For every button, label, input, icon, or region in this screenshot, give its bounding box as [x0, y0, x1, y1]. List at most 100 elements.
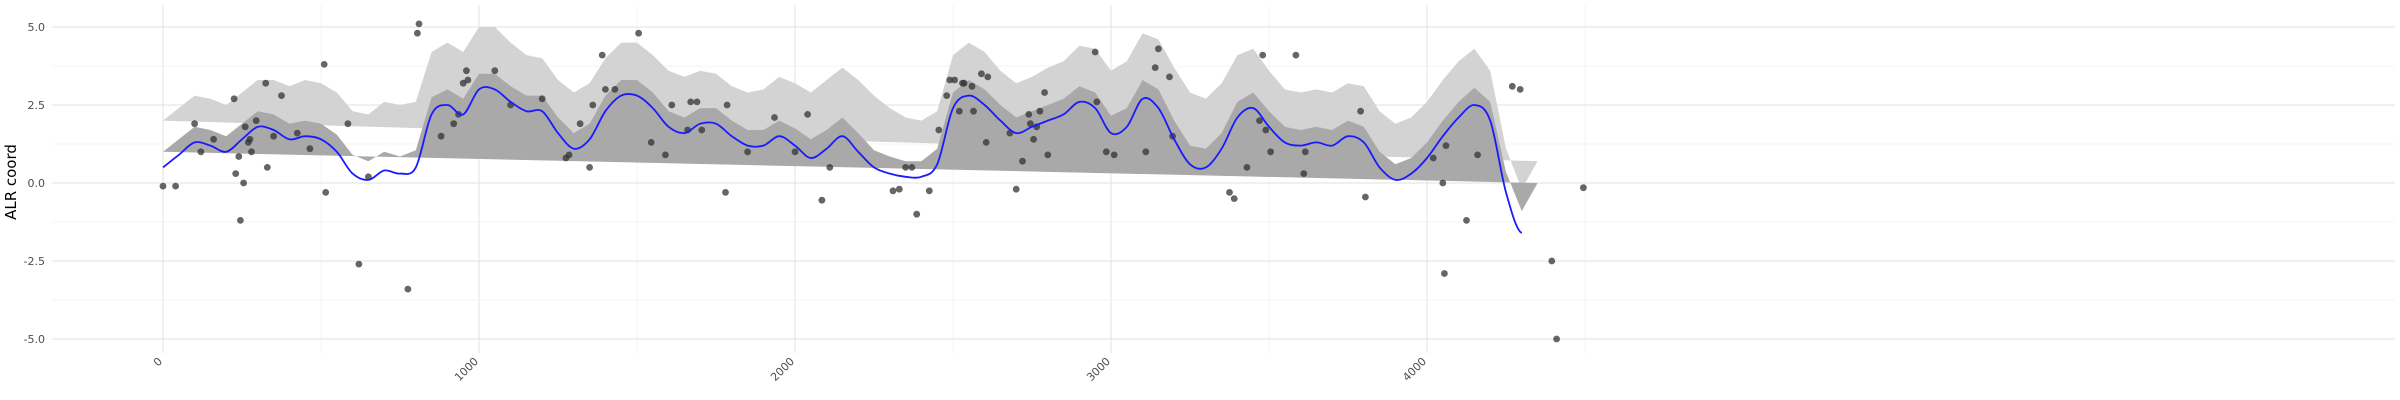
- data-point: [172, 182, 180, 190]
- data-point: [1041, 89, 1048, 96]
- data-point: [1256, 117, 1263, 124]
- y-tick-label: 2.5: [28, 99, 46, 112]
- data-point: [1012, 185, 1020, 193]
- data-point: [263, 164, 271, 171]
- data-point: [235, 153, 243, 160]
- data-point: [262, 79, 270, 87]
- data-point: [1357, 107, 1364, 115]
- data-point: [1267, 148, 1274, 156]
- data-point: [925, 187, 933, 195]
- data-point: [970, 107, 977, 115]
- data-point: [1030, 135, 1037, 143]
- data-point: [698, 126, 706, 134]
- data-point: [322, 189, 330, 196]
- data-point: [1166, 73, 1173, 81]
- data-point: [611, 86, 619, 93]
- data-point: [693, 98, 701, 106]
- data-point: [306, 145, 314, 153]
- data-point: [1474, 151, 1481, 159]
- x-tick-label: 4000: [1400, 355, 1429, 384]
- data-point: [248, 148, 255, 156]
- data-point: [491, 67, 499, 75]
- data-point: [902, 164, 909, 171]
- data-point: [415, 20, 423, 28]
- data-point: [826, 164, 834, 171]
- x-tick-label: 1000: [452, 355, 481, 384]
- data-point: [576, 120, 584, 128]
- data-point: [935, 126, 943, 134]
- data-point: [662, 151, 669, 159]
- data-point: [232, 170, 240, 178]
- data-point: [237, 217, 244, 224]
- data-point: [1441, 270, 1448, 277]
- data-point: [437, 132, 445, 140]
- data-point: [1151, 64, 1159, 71]
- data-point: [744, 148, 751, 156]
- data-point: [210, 135, 218, 143]
- data-point: [635, 29, 642, 37]
- y-tick-label: -2.5: [24, 255, 45, 268]
- data-point: [1036, 107, 1044, 115]
- data-point: [270, 132, 277, 140]
- x-axis-tick-labels: 0 1000 2000 3000 4000: [151, 355, 1429, 384]
- x-tick-label: 2000: [768, 355, 797, 384]
- data-point: [1439, 179, 1447, 187]
- data-point: [1155, 45, 1162, 53]
- data-point: [598, 51, 606, 59]
- data-point: [450, 120, 458, 128]
- data-point: [586, 164, 593, 171]
- data-point: [1226, 189, 1233, 196]
- data-point: [984, 73, 992, 81]
- data-point: [464, 76, 472, 84]
- data-point: [818, 196, 826, 204]
- data-point: [978, 70, 985, 78]
- data-point: [404, 285, 412, 293]
- data-point: [1516, 86, 1524, 93]
- data-point: [1243, 164, 1251, 171]
- data-point: [230, 95, 238, 103]
- data-point: [344, 120, 352, 128]
- data-point: [804, 111, 811, 118]
- data-point: [722, 189, 729, 196]
- data-point: [687, 98, 695, 106]
- data-point: [1093, 98, 1101, 106]
- data-point: [1027, 120, 1034, 128]
- data-point: [1300, 170, 1308, 178]
- y-tick-label: 5.0: [28, 21, 46, 34]
- mean-curve-line: [162, 86, 1523, 234]
- data-point: [602, 86, 609, 93]
- data-point: [159, 182, 167, 190]
- data-point: [723, 101, 731, 109]
- data-point: [320, 61, 328, 68]
- data-point: [1442, 142, 1450, 150]
- data-point: [946, 76, 954, 84]
- data-point: [1463, 217, 1470, 224]
- data-point: [241, 123, 249, 131]
- data-point: [463, 67, 470, 75]
- data-point: [968, 82, 976, 90]
- data-point: [1262, 126, 1270, 134]
- data-point: [240, 179, 248, 187]
- data-point: [1044, 151, 1052, 159]
- data-point: [355, 260, 363, 268]
- data-point: [1580, 184, 1587, 192]
- data-point: [943, 92, 951, 99]
- data-point: [960, 79, 968, 87]
- observed-points: [159, 20, 1587, 343]
- data-point: [889, 187, 897, 195]
- data-point: [191, 120, 199, 128]
- y-tick-label: -5.0: [24, 333, 45, 346]
- data-point: [955, 107, 963, 115]
- y-axis-title: ALR coord: [2, 144, 20, 220]
- data-point: [1091, 48, 1099, 56]
- y-axis-tick-labels: -5.0 -2.5 0.0 2.5 5.0: [24, 21, 45, 346]
- data-point: [1553, 335, 1560, 343]
- data-point: [1301, 148, 1309, 156]
- data-point: [1292, 51, 1300, 59]
- data-point: [246, 135, 254, 143]
- data-point: [1110, 151, 1118, 159]
- data-point: [1362, 193, 1369, 201]
- data-point: [913, 210, 921, 218]
- data-point: [252, 117, 260, 124]
